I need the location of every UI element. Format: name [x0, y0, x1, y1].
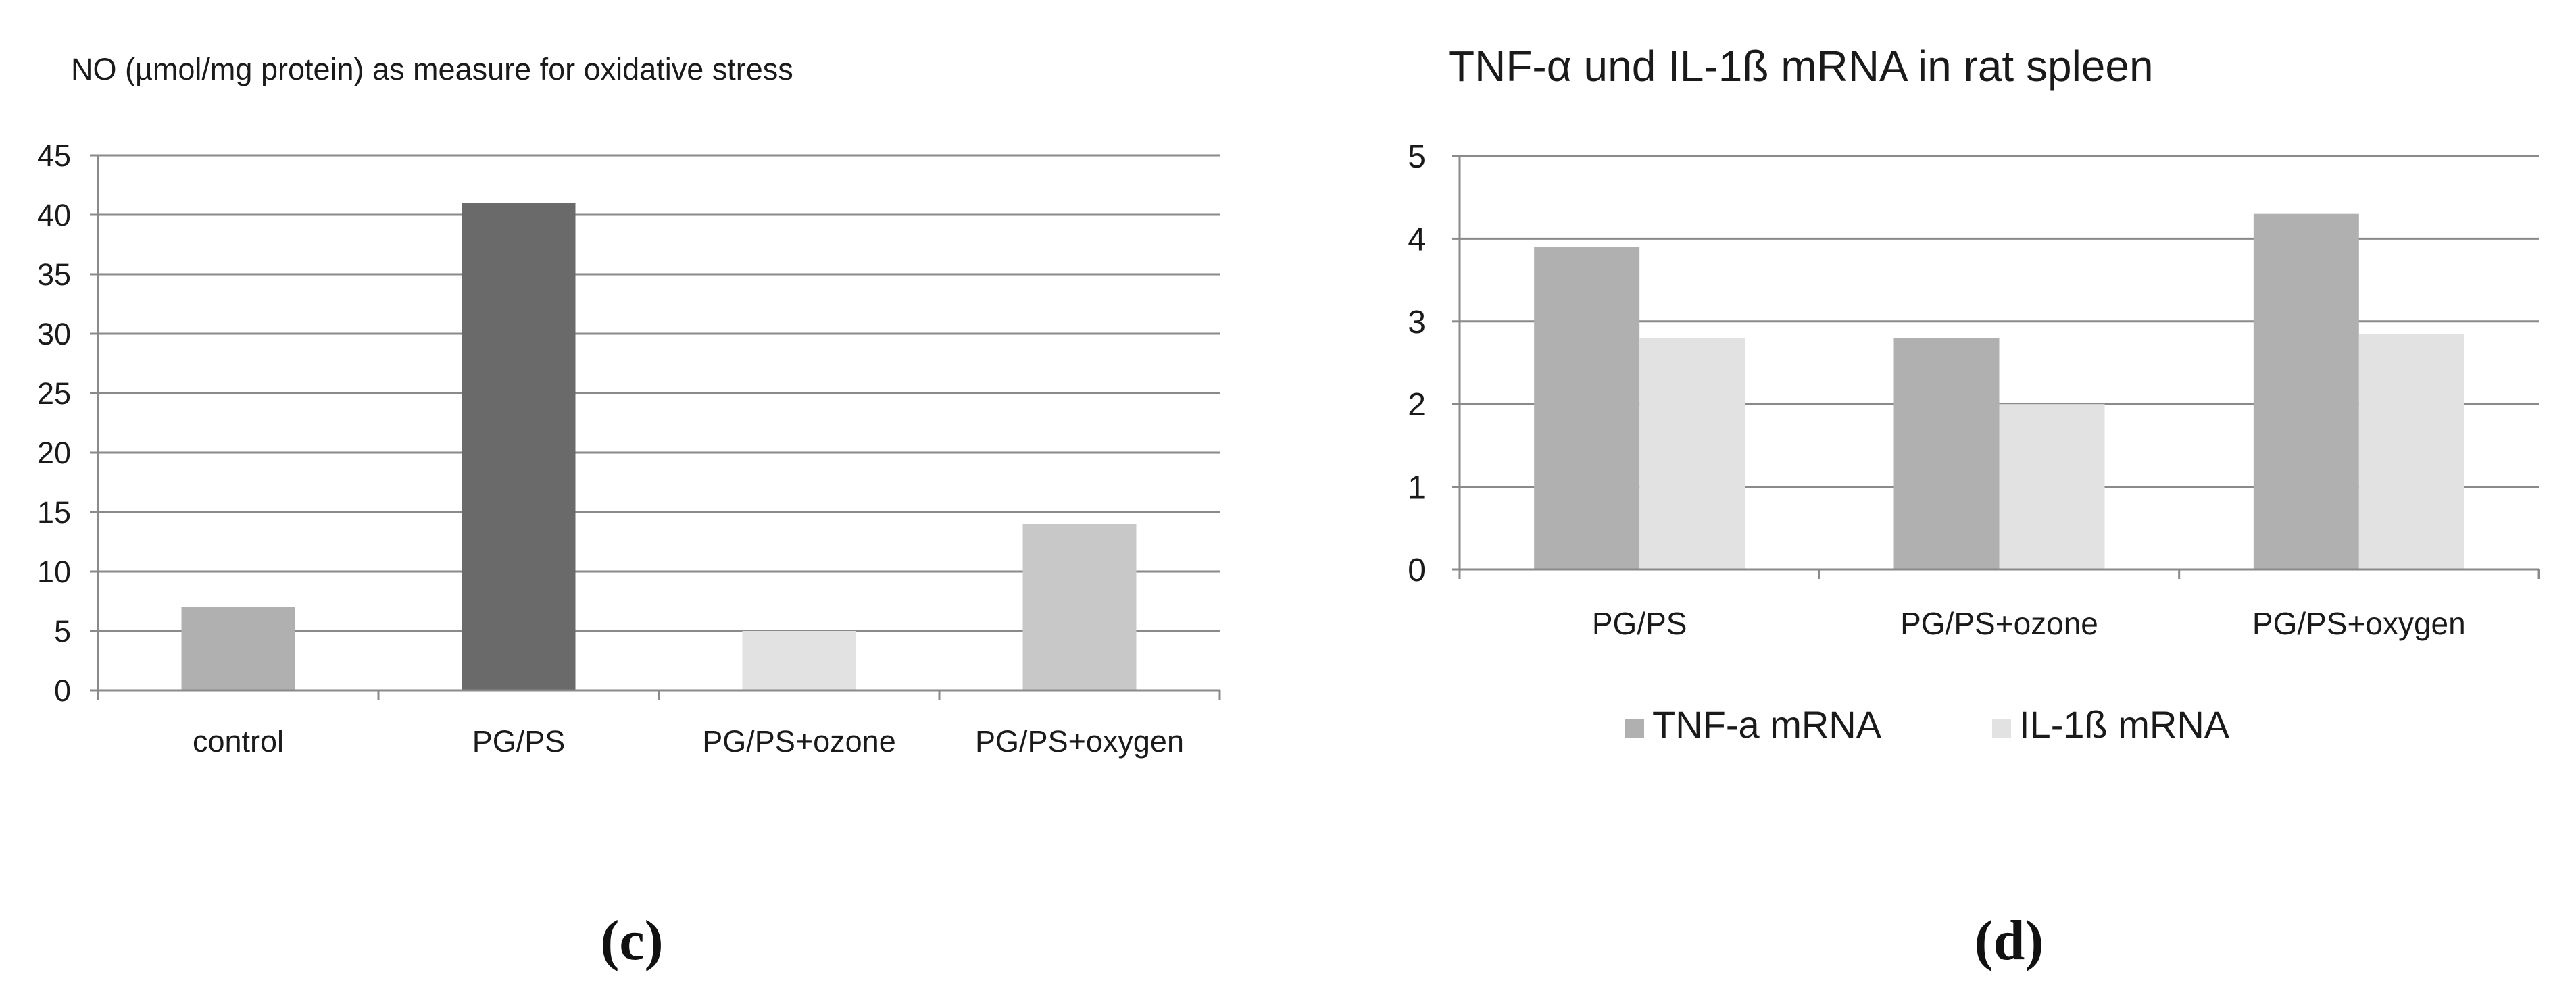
chart-c-x-tick-labels: control PG/PS PG/PS+ozone PG/PS+oxygen — [193, 724, 1184, 759]
y-tick-label: 3 — [1408, 305, 1426, 340]
chart-d-x-tick-marks — [1458, 569, 2540, 579]
x-tick-label: PG/PS — [472, 724, 566, 759]
bar — [1534, 247, 1640, 569]
chart-d-x-tick-labels: PG/PS PG/PS+ozone PG/PS+oxygen — [1592, 606, 2466, 641]
y-tick-label: 30 — [37, 317, 71, 351]
chart-c-title: NO (µmol/mg protein) as measure for oxid… — [71, 52, 793, 86]
legend-swatch-il1b — [1992, 719, 2011, 738]
chart-d-title: TNF-α und IL-1ß mRNA in rat spleen — [1448, 42, 2154, 91]
x-tick-label: PG/PS+oxygen — [975, 724, 1184, 759]
y-tick-label: 35 — [37, 257, 71, 292]
bar — [742, 631, 856, 690]
chart-c-x-tick-marks — [97, 690, 1221, 700]
y-tick-label: 5 — [54, 614, 71, 648]
y-tick-label: 0 — [54, 673, 71, 708]
y-tick-label: 10 — [37, 555, 71, 589]
bar — [2253, 213, 2359, 569]
x-tick-label: PG/PS — [1592, 606, 1687, 641]
y-tick-label: 0 — [1408, 553, 1426, 588]
chart-d-legend: TNF-a mRNA IL-1ß mRNA — [1625, 703, 2230, 746]
x-tick-label: PG/PS+ozone — [702, 724, 895, 759]
x-tick-label: PG/PS+oxygen — [2252, 606, 2466, 641]
bar — [1999, 404, 2105, 569]
x-tick-label: PG/PS+ozone — [1900, 606, 2098, 641]
y-tick-label: 1 — [1408, 470, 1426, 506]
chart-c-y-tick-labels: 0 5 10 15 20 25 30 35 40 45 — [37, 138, 71, 708]
bar — [2358, 334, 2464, 569]
bar — [1893, 338, 2000, 569]
chart-d-y-tick-labels: 0 1 2 3 4 5 — [1408, 139, 1426, 588]
panel-label-d: (d) — [1975, 909, 2044, 972]
legend-swatch-tnf — [1625, 719, 1644, 738]
y-tick-label: 20 — [37, 436, 71, 470]
bar — [1022, 524, 1137, 690]
y-tick-label: 5 — [1408, 139, 1426, 175]
bar — [1639, 338, 1745, 569]
x-tick-label: control — [193, 724, 284, 759]
chart-d: TNF-α und IL-1ß mRNA in rat spleen 0 1 2 3 4… — [1408, 42, 2540, 972]
y-tick-label: 15 — [37, 495, 71, 530]
legend-label-il1b: IL-1ß mRNA — [2019, 703, 2230, 746]
legend-label-tnf: TNF-a mRNA — [1652, 703, 1882, 746]
y-tick-label: 2 — [1408, 387, 1426, 423]
bar — [462, 203, 576, 690]
bar — [181, 607, 295, 690]
y-tick-label: 25 — [37, 376, 71, 411]
chart-c-bars — [181, 203, 1137, 690]
panel-label-c: (c) — [600, 909, 663, 972]
y-tick-label: 45 — [37, 138, 71, 173]
chart-c: NO (µmol/mg protein) as measure for oxid… — [37, 52, 1221, 972]
y-tick-label: 4 — [1408, 222, 1426, 257]
chart-d-bars — [1534, 213, 2464, 569]
y-tick-label: 40 — [37, 198, 71, 232]
